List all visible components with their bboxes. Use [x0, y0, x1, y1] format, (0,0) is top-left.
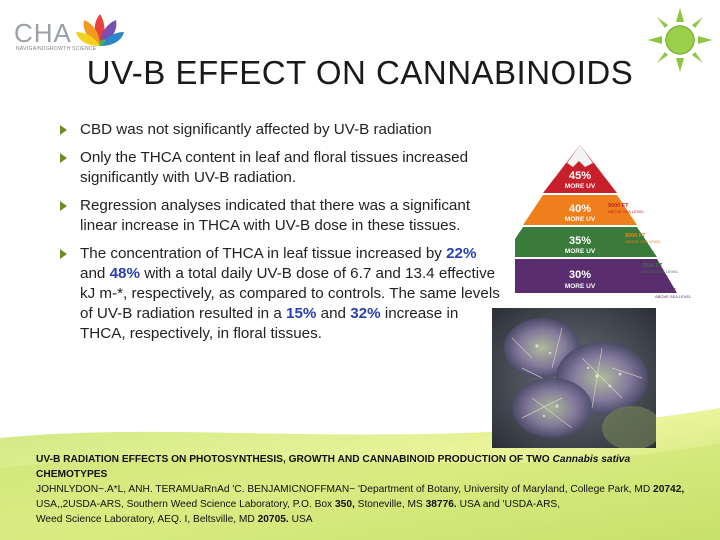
bullet-text: The concentration of THCA in leaf tissue… — [80, 245, 500, 342]
leaf-logo-icon — [76, 14, 124, 46]
bullet-arrow-icon — [60, 153, 67, 163]
pyramid-label-1: MORE UV — [565, 183, 596, 190]
pyramid-snowcap-peak — [567, 145, 593, 167]
logo-subtitle: NAVIGAINDGROWTH SCIENCE — [16, 46, 97, 52]
pyramid-sea-4: ABOVE SEA LEVEL — [655, 294, 692, 299]
highlight-value: 32% — [350, 305, 381, 322]
pyramid-ft-3: 7000 FT — [642, 263, 663, 269]
bullet-item: CBD was not significantly affected by UV… — [60, 120, 500, 140]
pyramid-pct-2: 40% — [569, 203, 591, 215]
pyramid-pct-1: 45% — [569, 170, 591, 182]
pyramid-level-4 — [515, 259, 677, 293]
cannabis-flower-photo — [492, 308, 656, 448]
pyramid-label-3: MORE UV — [565, 248, 596, 255]
reference-citation: UV-B RADIATION EFFECTS ON PHOTOSYNTHESIS… — [36, 454, 685, 525]
pyramid-ft-1: 9000 FT — [608, 203, 629, 209]
pyramid-level-1 — [543, 145, 617, 193]
pyramid-sea-2: ABOVE SEA LEVEL — [625, 239, 662, 244]
pyramid-pct-4: 30% — [569, 269, 591, 281]
bullet-item: Only the THCA content in leaf and floral… — [60, 148, 500, 188]
logo-text: CHA — [14, 18, 72, 48]
bullet-text: Only the THCA content in leaf and floral… — [80, 149, 469, 186]
pyramid-level-2 — [523, 195, 637, 225]
pyramid-pct-3: 35% — [569, 235, 591, 247]
pyramid-ft-4: 6000 FT — [655, 288, 676, 294]
bullet-arrow-icon — [60, 125, 67, 135]
slide-title: UV-B EFFECT ON CANNABINOIDS — [86, 54, 634, 91]
bullet-arrow-icon — [60, 201, 67, 211]
pyramid-sea-3: ABOVE SEA LEVEL — [642, 269, 679, 274]
highlight-value: 48% — [109, 265, 140, 282]
pyramid-sea-1: ABOVE SEA LEVEL — [608, 209, 645, 214]
highlight-value: 22% — [446, 245, 477, 262]
bullet-item: The concentration of THCA in leaf tissue… — [60, 244, 500, 344]
bullet-arrow-icon — [60, 249, 67, 259]
bullet-list: CBD was not significantly affected by UV… — [60, 120, 500, 352]
bullet-text: Regression analyses indicated that there… — [80, 197, 471, 234]
ref-species: Cannabis sativa — [552, 454, 631, 465]
bullet-item: Regression analyses indicated that there… — [60, 196, 500, 236]
ref-title-end: CHEMOTYPES — [36, 469, 108, 480]
bullet-text: CBD was not significantly affected by UV… — [80, 121, 432, 138]
cha-logo: CHA NAVIGAINDGROWTH SCIENCE — [14, 14, 124, 54]
ref-title: UV-B RADIATION EFFECTS ON PHOTOSYNTHESIS… — [36, 454, 553, 465]
pyramid-ft-2: 8000 FT — [625, 233, 646, 239]
sun-icon — [648, 8, 712, 72]
pyramid-level-3 — [515, 227, 657, 257]
highlight-value: 15% — [286, 305, 317, 322]
pyramid-label-4: MORE UV — [565, 283, 596, 290]
pyramid-label-2: MORE UV — [565, 216, 596, 223]
ref-authors: JOHNLYDON~.A*L, ANH. TERAMUaRnAd 'C. BEN… — [36, 484, 654, 495]
uv-altitude-pyramid: 45% MORE UV 40% MORE UV 35% MORE UV 30% … — [515, 145, 692, 299]
